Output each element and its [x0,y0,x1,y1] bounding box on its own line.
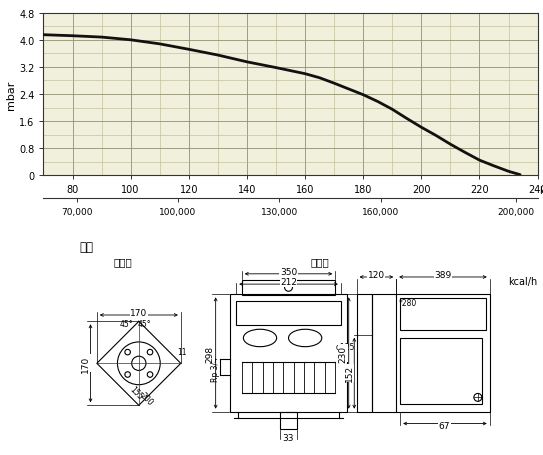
Text: 200: 200 [138,390,155,407]
Text: 67: 67 [439,421,450,430]
Text: 230: 230 [339,345,348,362]
Text: kW: kW [539,186,543,195]
Text: 389: 389 [434,271,452,279]
Bar [242,281,335,296]
Text: 45°: 45° [137,319,151,329]
Bar [280,412,297,429]
Text: 155: 155 [128,384,145,401]
Bar [230,295,347,412]
Text: 170: 170 [130,308,148,318]
Bar [400,299,486,330]
Text: Rp 3/4: Rp 3/4 [211,357,220,382]
Bar [400,338,482,404]
Y-axis label: mbar: mbar [7,80,16,110]
Text: φ125: φ125 [336,342,355,351]
Text: kcal/h: kcal/h [508,277,538,287]
Text: 350: 350 [280,268,297,276]
Text: 170: 170 [81,355,90,372]
Bar [357,295,372,412]
Bar [236,301,341,325]
Text: 212: 212 [280,278,297,287]
Text: 45°: 45° [119,319,133,329]
Text: 298: 298 [206,345,214,362]
Bar [372,295,490,412]
Text: 法　兰: 法 兰 [113,257,132,267]
Text: 152: 152 [345,364,354,382]
Text: 33: 33 [283,433,294,442]
Text: 11: 11 [177,347,186,356]
Text: 120: 120 [368,271,385,279]
Text: 燃烧器: 燃烧器 [310,257,329,267]
Text: *280: *280 [399,299,417,308]
Text: 尺寸: 尺寸 [79,241,93,253]
